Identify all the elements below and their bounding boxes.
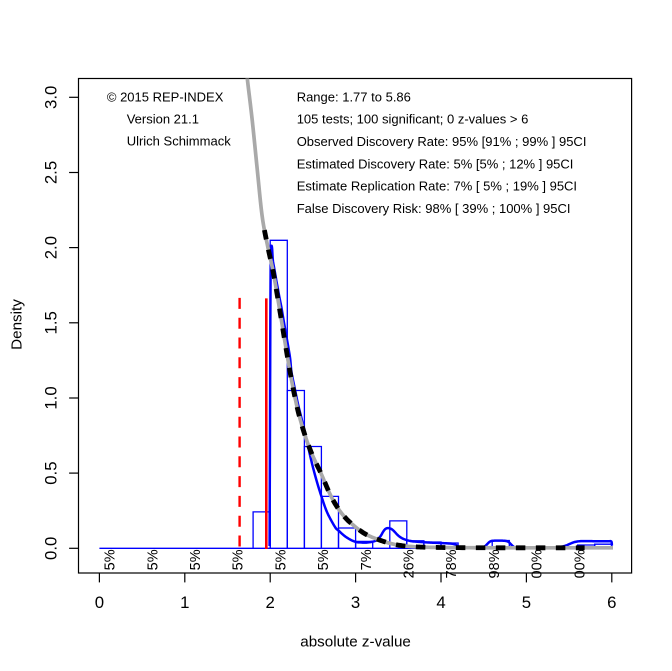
svg-text:5: 5 <box>522 593 531 612</box>
svg-text:5%: 5% <box>273 549 289 570</box>
svg-text:5%: 5% <box>145 549 161 570</box>
svg-text:4: 4 <box>436 593 445 612</box>
svg-text:© 2015 REP-INDEX: © 2015 REP-INDEX <box>107 90 224 105</box>
svg-text:Version 21.1: Version 21.1 <box>127 112 199 127</box>
svg-text:Range: 1.77 to 5.86: Range: 1.77 to 5.86 <box>297 89 411 104</box>
svg-text:Ulrich Schimmack: Ulrich Schimmack <box>127 133 232 148</box>
svg-text:Observed Discovery Rate: 95% [: Observed Discovery Rate: 95% [91% ; 99% … <box>297 134 587 149</box>
svg-text:0.5: 0.5 <box>42 461 61 484</box>
svg-text:00%: 00% <box>530 549 546 578</box>
svg-text:5%: 5% <box>231 549 247 570</box>
svg-text:0: 0 <box>95 593 104 612</box>
svg-text:2.0: 2.0 <box>42 236 61 259</box>
svg-text:1.5: 1.5 <box>42 311 61 334</box>
svg-text:98%: 98% <box>487 549 503 578</box>
svg-text:00%: 00% <box>572 549 588 578</box>
svg-text:5%: 5% <box>103 549 119 570</box>
svg-text:78%: 78% <box>444 549 460 578</box>
svg-text:6: 6 <box>607 593 616 612</box>
svg-text:0.0: 0.0 <box>42 537 61 560</box>
svg-text:7%: 7% <box>359 549 375 570</box>
svg-text:1.0: 1.0 <box>42 386 61 409</box>
svg-text:26%: 26% <box>402 549 418 578</box>
svg-text:Estimate Replication Rate: 7%: Estimate Replication Rate: 7% [ 5% ; 19%… <box>297 179 577 194</box>
svg-text:False Discovery Risk: 98% [ 39: False Discovery Risk: 98% [ 39% ; 100% ]… <box>297 201 571 216</box>
svg-text:3: 3 <box>351 593 360 612</box>
svg-text:2: 2 <box>266 593 275 612</box>
svg-text:Density: Density <box>9 299 26 350</box>
svg-text:absolute z-value: absolute z-value <box>300 634 411 651</box>
svg-text:5%: 5% <box>316 549 332 570</box>
svg-text:105 tests; 100 significant; 0: 105 tests; 100 significant; 0 z-values >… <box>297 112 529 127</box>
svg-text:Estimated Discovery Rate: 5% [: Estimated Discovery Rate: 5% [5% ; 12% ]… <box>297 156 574 171</box>
svg-text:1: 1 <box>180 593 189 612</box>
svg-text:3.0: 3.0 <box>42 86 61 109</box>
svg-text:5%: 5% <box>188 549 204 570</box>
svg-text:2.5: 2.5 <box>42 161 61 184</box>
